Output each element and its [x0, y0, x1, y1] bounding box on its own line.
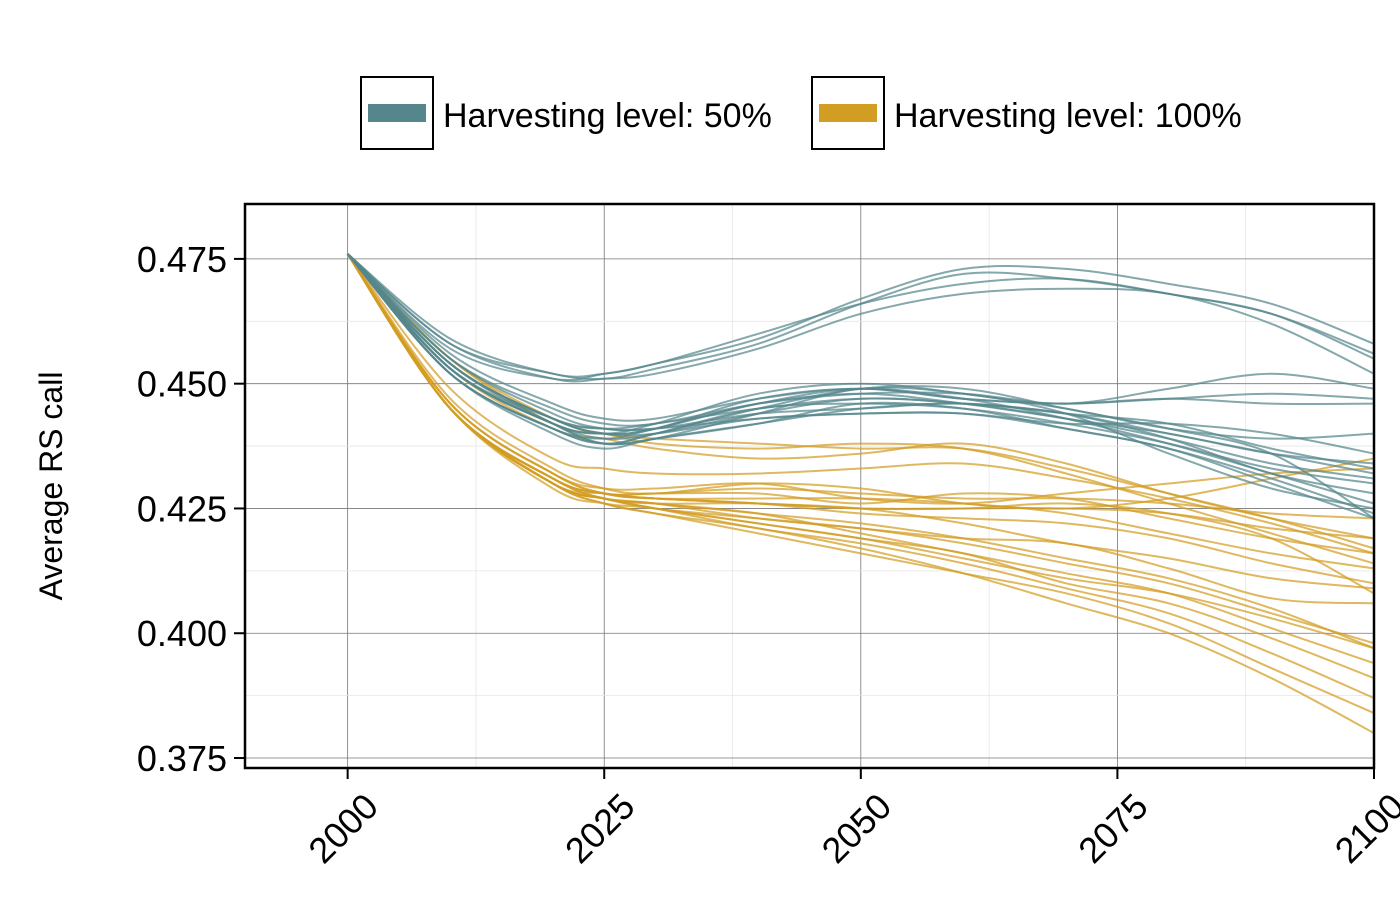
series-line-50 [346, 253, 1375, 435]
y-tick-label: 0.425 [137, 488, 227, 529]
series-line-50 [346, 253, 1375, 381]
x-tick-label: 2000 [300, 785, 386, 871]
legend-label-50: Harvesting level: 50% [443, 97, 772, 135]
x-tick-label: 2100 [1327, 785, 1400, 871]
y-tick-label: 0.375 [137, 738, 227, 779]
x-tick-label: 2075 [1070, 785, 1156, 871]
grid [245, 204, 1375, 768]
y-axis-label: Average RS call [33, 372, 69, 601]
legend-box-100 [811, 76, 885, 150]
y-tick-label: 0.450 [137, 364, 227, 405]
series-line-100 [346, 253, 1375, 570]
legend-box-50 [360, 76, 434, 150]
legend-label-100: Harvesting level: 100% [894, 97, 1242, 135]
plot-frame [243, 202, 1376, 770]
series-line-100 [346, 253, 1375, 665]
series-line-50 [346, 253, 1375, 485]
series-line-50 [346, 253, 1375, 480]
x-tick-label: 2025 [557, 785, 643, 871]
legend-entry-50: Harvesting level: 50% [360, 76, 772, 150]
legend-swatch-50 [368, 104, 426, 122]
series-line-50 [346, 253, 1375, 470]
series-line-50 [346, 253, 1375, 520]
series-line-100 [346, 253, 1375, 650]
legend-entry-100: Harvesting level: 100% [811, 76, 1242, 150]
legend: Harvesting level: 50% Harvesting level: … [360, 76, 1242, 150]
x-axis: 2000 2025 2050 2075 2100 [300, 768, 1400, 871]
series-line-100 [346, 253, 1375, 555]
series-line-100 [346, 253, 1375, 510]
legend-swatch-100 [819, 104, 877, 122]
series-layer [346, 253, 1375, 734]
y-tick-label: 0.475 [137, 239, 227, 280]
series-line-100 [346, 253, 1375, 540]
y-axis: 0.375 0.400 0.425 0.450 0.475 [137, 239, 245, 779]
x-tick-label: 2050 [814, 785, 900, 871]
series-line-100 [346, 253, 1375, 650]
y-tick-label: 0.400 [137, 613, 227, 654]
